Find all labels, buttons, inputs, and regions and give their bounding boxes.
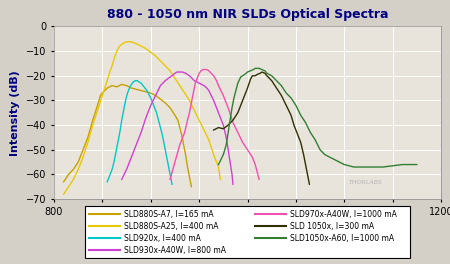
Text: THORLABS: THORLABS: [349, 180, 383, 185]
Text: SLD 1050x, I=300 mA: SLD 1050x, I=300 mA: [290, 222, 374, 231]
Text: SLD880S-A25, I=400 mA: SLD880S-A25, I=400 mA: [124, 222, 218, 231]
Text: SLD930x-A40W, I=800 mA: SLD930x-A40W, I=800 mA: [124, 246, 225, 254]
Text: SLD1050x-A60, I=1000 mA: SLD1050x-A60, I=1000 mA: [290, 234, 394, 243]
X-axis label: Wavelength (nm): Wavelength (nm): [194, 222, 302, 232]
Text: SLD880S-A7, I=165 mA: SLD880S-A7, I=165 mA: [124, 210, 213, 219]
Text: SLD970x-A40W, I=1000 mA: SLD970x-A40W, I=1000 mA: [290, 210, 397, 219]
Y-axis label: Intensity (dB): Intensity (dB): [10, 70, 20, 155]
FancyBboxPatch shape: [85, 206, 410, 258]
Title: 880 - 1050 nm NIR SLDs Optical Spectra: 880 - 1050 nm NIR SLDs Optical Spectra: [107, 8, 388, 21]
Text: SLD920x, I=400 mA: SLD920x, I=400 mA: [124, 234, 201, 243]
